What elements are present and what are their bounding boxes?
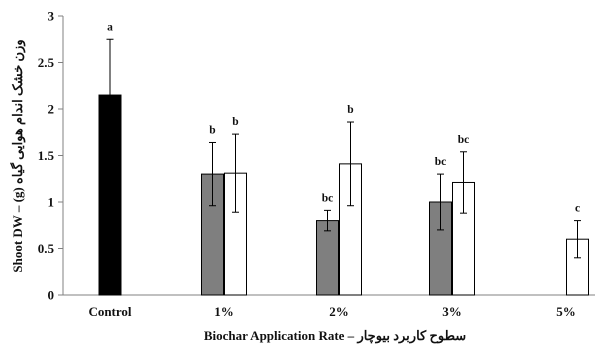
y-tick-label: 0: [48, 288, 55, 303]
y-tick-label: 3: [48, 9, 55, 24]
x-axis-title: Biochar Application Rate – سطوح کاربرد ب…: [204, 328, 466, 344]
x-tick-label: 5%: [556, 304, 576, 319]
y-tick-label: 2.5: [38, 55, 55, 70]
significance-letter: bc: [322, 192, 334, 204]
significance-letter: c: [575, 203, 580, 215]
significance-letter: b: [209, 124, 215, 136]
significance-letter: b: [232, 116, 238, 128]
x-tick-label: Control: [88, 304, 131, 319]
y-tick-label: 1.5: [38, 148, 55, 163]
y-tick-label: 1: [48, 195, 55, 210]
significance-letter: bc: [435, 156, 447, 168]
y-axis-title: Shoot DW – (g) وزن خشک اندام هوایی گیاه: [9, 39, 26, 272]
significance-letter: b: [347, 104, 353, 116]
bar: [316, 220, 339, 296]
error-bars: [106, 38, 581, 259]
x-tick-label: 1%: [214, 304, 234, 319]
x-tick-label: 3%: [442, 304, 462, 319]
significance-letter: bc: [458, 134, 470, 146]
significance-letter: a: [107, 21, 113, 33]
axes: 0 0.5 1 1.5 2 2.5 3 Control 1% 2% 3% 5%: [38, 9, 595, 319]
y-tick-label: 0.5: [38, 241, 55, 256]
y-tick-label: 2: [48, 102, 55, 117]
x-tick-label: 2%: [329, 304, 349, 319]
bars: [98, 94, 589, 296]
